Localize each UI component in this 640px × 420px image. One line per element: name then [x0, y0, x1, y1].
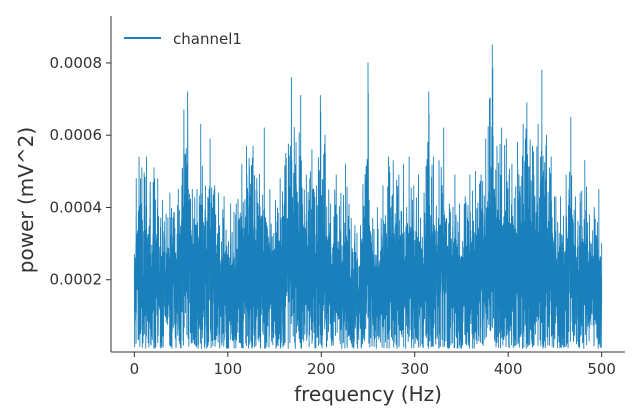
x-tick-label: 200	[307, 360, 336, 378]
x-axis-label: frequency (Hz)	[294, 382, 442, 406]
y-tick-label: 0.0002	[50, 271, 103, 289]
x-tick-label: 0	[130, 360, 140, 378]
plot-area	[133, 44, 603, 349]
y-tick-label: 0.0006	[50, 126, 103, 144]
y-tick-label: 0.0004	[50, 198, 103, 216]
x-axis-ticks: 0 100 200 300 400 500	[130, 352, 616, 378]
y-axis-ticks: 0.0002 0.0004 0.0006 0.0008	[50, 54, 111, 289]
x-tick-label: 300	[400, 360, 429, 378]
y-axis-label: power (mV^2)	[14, 127, 38, 273]
x-tick-label: 100	[213, 360, 242, 378]
legend-label-channel1: channel1	[173, 30, 242, 48]
x-tick-label: 400	[494, 360, 523, 378]
series-line-channel1	[133, 44, 603, 349]
x-tick-label: 500	[587, 360, 616, 378]
legend: channel1	[124, 30, 242, 48]
y-tick-label: 0.0008	[50, 54, 103, 72]
